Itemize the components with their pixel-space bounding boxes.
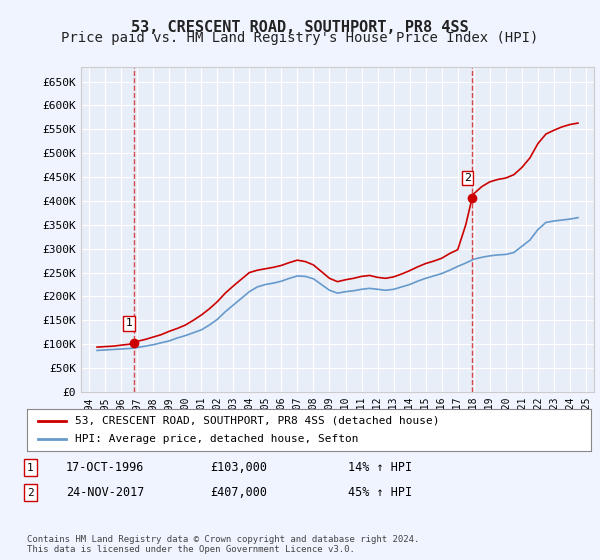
- Text: £407,000: £407,000: [210, 486, 267, 500]
- Text: 1: 1: [125, 319, 133, 329]
- Text: Contains HM Land Registry data © Crown copyright and database right 2024.
This d: Contains HM Land Registry data © Crown c…: [27, 535, 419, 554]
- Text: 45% ↑ HPI: 45% ↑ HPI: [348, 486, 412, 500]
- Text: 2: 2: [27, 488, 34, 498]
- Text: £103,000: £103,000: [210, 461, 267, 474]
- Text: 1: 1: [27, 463, 34, 473]
- Text: 2: 2: [464, 173, 471, 183]
- Text: 24-NOV-2017: 24-NOV-2017: [66, 486, 145, 500]
- Text: HPI: Average price, detached house, Sefton: HPI: Average price, detached house, Seft…: [75, 434, 358, 444]
- Text: 53, CRESCENT ROAD, SOUTHPORT, PR8 4SS: 53, CRESCENT ROAD, SOUTHPORT, PR8 4SS: [131, 20, 469, 35]
- Text: 14% ↑ HPI: 14% ↑ HPI: [348, 461, 412, 474]
- Text: 53, CRESCENT ROAD, SOUTHPORT, PR8 4SS (detached house): 53, CRESCENT ROAD, SOUTHPORT, PR8 4SS (d…: [75, 416, 439, 426]
- Text: Price paid vs. HM Land Registry's House Price Index (HPI): Price paid vs. HM Land Registry's House …: [61, 31, 539, 45]
- Text: 17-OCT-1996: 17-OCT-1996: [66, 461, 145, 474]
